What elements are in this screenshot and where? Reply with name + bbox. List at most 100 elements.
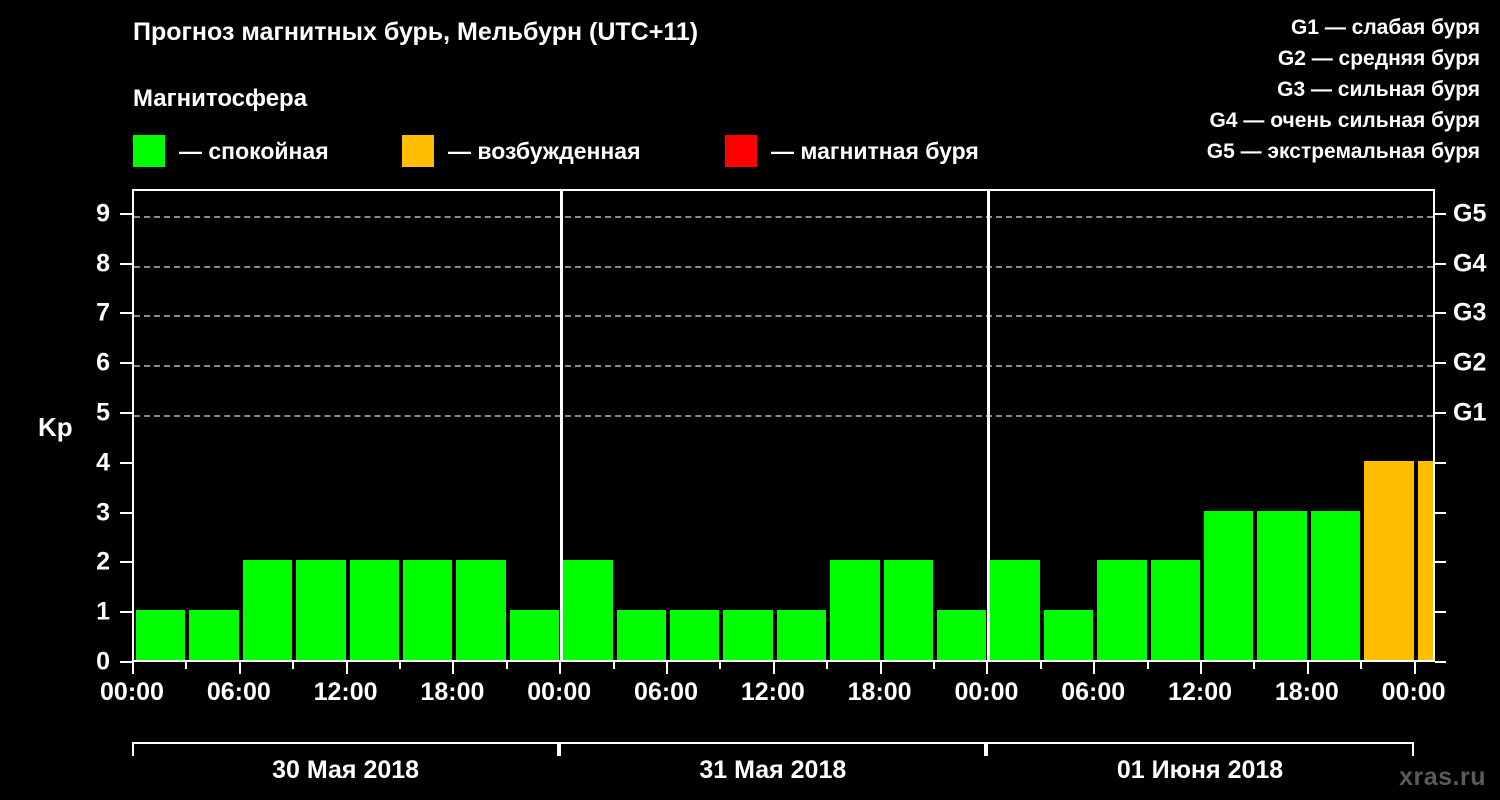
x-tick-mark-h12 — [345, 662, 348, 674]
y-tick-label-8: 8 — [96, 249, 110, 278]
gscale-text-g1: — слабая буря — [1324, 16, 1480, 39]
y-tick-mark-1 — [120, 611, 132, 614]
x-tick-mark-h33 — [719, 662, 722, 669]
bar-kp — [563, 560, 613, 660]
x-tick-mark-h15 — [399, 662, 401, 669]
gscale-code-g5: G5 — [1206, 140, 1235, 163]
y-axis-title: Kp — [38, 412, 73, 442]
y-tick-mark-6 — [120, 362, 132, 365]
gscale-legend: G1 — слабая буря G2 — средняя буря G3 — … — [1207, 12, 1480, 167]
bar-kp-partial — [1417, 460, 1433, 660]
x-tick-label-12:00-10: 12:00 — [1168, 678, 1233, 706]
g-tick-label-G2: G2 — [1453, 348, 1487, 377]
x-tick-mark-h72 — [1413, 662, 1416, 674]
gridline-kp-7 — [134, 315, 1433, 318]
date-label: 30 Мая 2018 — [272, 756, 420, 784]
bars-layer — [134, 191, 1433, 660]
bar-kp — [830, 560, 880, 660]
gscale-row-g1: G1 — слабая буря — [1207, 12, 1480, 43]
x-tick-mark-h0 — [132, 662, 134, 674]
y-axis-gscale: G1 G2 G3 G4 G5 — [1435, 189, 1500, 663]
g-axis-minor-tick-2 — [1435, 561, 1446, 564]
bar-kp — [776, 610, 827, 660]
x-tick-mark-h27 — [612, 662, 615, 669]
g-tick-label-G3: G3 — [1453, 298, 1487, 327]
gridline-kp-6 — [134, 365, 1433, 368]
gscale-text-g5: — экстремальная буря — [1240, 140, 1480, 163]
x-tick-mark-h54 — [1093, 662, 1096, 674]
bar-kp — [990, 560, 1040, 660]
x-tick-mark-h24 — [559, 662, 562, 674]
x-tick-mark-h60 — [1200, 662, 1203, 674]
gridline-kp-8 — [134, 265, 1433, 268]
date-bracket — [132, 742, 560, 756]
plot-area — [132, 189, 1435, 662]
x-tick-mark-h39 — [826, 662, 829, 669]
x-tick-label-18:00-3: 18:00 — [420, 678, 485, 706]
gridline-kp-9 — [134, 215, 1433, 218]
x-tick-label-06:00-9: 06:00 — [1061, 678, 1126, 706]
gscale-text-g4: — очень сильная буря — [1243, 109, 1480, 132]
bar-kp — [403, 560, 453, 660]
g-axis-minor-tick-6 — [1435, 362, 1446, 365]
gscale-code-g3: G3 — [1277, 78, 1306, 101]
y-tick-label-3: 3 — [96, 498, 110, 527]
x-tick-mark-h57 — [1146, 662, 1149, 669]
y-tick-mark-4 — [120, 461, 132, 464]
g-tick-label-G5: G5 — [1453, 199, 1487, 228]
x-tick-mark-h69 — [1360, 662, 1363, 669]
y-tick-label-2: 2 — [96, 547, 110, 576]
y-tick-mark-7 — [120, 312, 132, 315]
date-band: 30 Мая 2018 31 Мая 2018 01 Июня 2018 — [132, 742, 1435, 800]
bar-kp — [1150, 560, 1201, 660]
y-tick-label-1: 1 — [96, 597, 110, 626]
gridline-kp-5 — [134, 415, 1433, 418]
y-tick-mark-0 — [120, 661, 132, 663]
x-tick-label-12:00-2: 12:00 — [313, 678, 378, 706]
g-axis-minor-tick-7 — [1435, 312, 1446, 315]
x-tick-mark-h63 — [1253, 662, 1256, 669]
page-title: Прогноз магнитных бурь, Мельбурн (UTC+11… — [133, 18, 699, 46]
bar-kp — [456, 560, 506, 660]
y-axis-kp: 0 1 2 3 4 5 6 7 8 9 — [0, 189, 132, 676]
x-tick-label-18:00-11: 18:00 — [1274, 678, 1339, 706]
x-tick-label-00:00-4: 00:00 — [527, 678, 592, 706]
bar-kp — [1043, 610, 1094, 660]
day-separator — [986, 191, 990, 660]
gscale-row-g5: G5 — экстремальная буря — [1207, 136, 1480, 167]
bar-kp — [1310, 510, 1361, 660]
y-tick-mark-9 — [120, 212, 132, 215]
gscale-text-g2: — средняя буря — [1311, 47, 1480, 70]
g-axis-minor-tick-5 — [1435, 412, 1446, 415]
x-axis-time: 00:00 06:00 12:00 18:00 00:00 06:00 12:00 18:00… — [100, 662, 1446, 722]
legend-entry-excited: — возбужденная — [402, 133, 641, 169]
y-tick-label-0: 0 — [96, 647, 110, 676]
x-tick-mark-h18 — [452, 662, 455, 674]
bar-kp — [1097, 560, 1147, 660]
x-tick-label-00:00-0: 00:00 — [100, 678, 164, 706]
legend-swatch-excited-icon — [402, 135, 434, 167]
x-tick-mark-h3 — [185, 662, 188, 669]
gscale-code-g2: G2 — [1277, 47, 1306, 70]
x-tick-mark-h9 — [292, 662, 295, 669]
gscale-text-g3: — сильная буря — [1310, 78, 1480, 101]
y-tick-label-6: 6 — [96, 348, 110, 377]
bar-kp — [136, 610, 186, 660]
gscale-row-g3: G3 — сильная буря — [1207, 74, 1480, 105]
date-bracket — [986, 742, 1414, 756]
magnetosphere-heading: Магнитосфера — [133, 85, 308, 112]
x-tick-label-06:00-1: 06:00 — [206, 678, 271, 706]
bar-kp — [937, 610, 987, 660]
y-tick-mark-3 — [120, 511, 132, 514]
bar-kp — [296, 560, 346, 660]
g-axis-minor-tick-0 — [1435, 661, 1446, 663]
bar-kp — [1257, 510, 1307, 660]
legend-entry-calm: — спокойная — [133, 133, 329, 169]
bar-kp — [349, 560, 399, 660]
bar-kp — [723, 610, 773, 660]
bar-kp — [189, 610, 239, 660]
gscale-code-g4: G4 — [1209, 109, 1238, 132]
y-tick-mark-2 — [120, 561, 132, 564]
x-tick-label-00:00-12: 00:00 — [1381, 678, 1446, 706]
g-axis-minor-tick-4 — [1435, 461, 1446, 464]
